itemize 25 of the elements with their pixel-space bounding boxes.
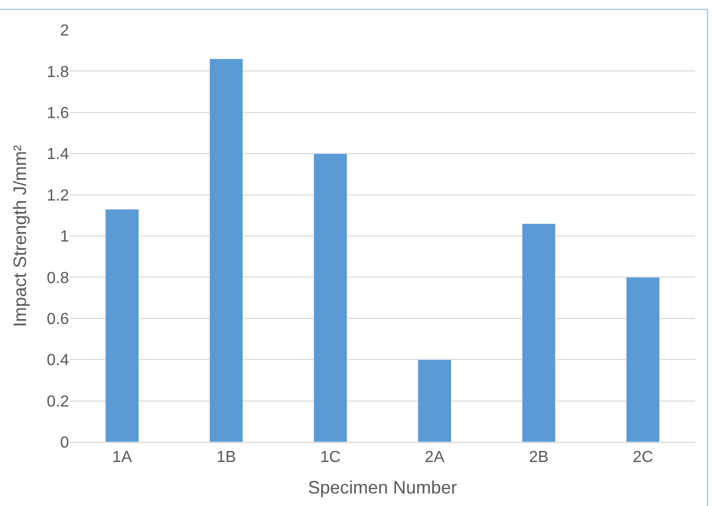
y-tick-label: 0.2 [46,393,70,410]
y-tick-label: 0.6 [46,311,70,328]
y-tick-label: 2 [60,22,70,40]
x-tick-label: 1A [112,449,132,466]
y-tick-label: 1.4 [46,146,70,164]
x-tick-label: 2B [528,449,549,466]
x-tick-label: 1C [320,449,341,466]
y-tick-label: 0 [60,434,70,452]
bar [314,153,348,442]
y-tick-label: 1.8 [46,64,70,81]
x-tick-label: 1B [216,449,236,466]
bar [209,58,244,442]
y-axis-title: Impact Strength J/mm² [10,144,30,328]
y-tick-label: 1.2 [46,187,70,204]
y-tick-label: 0.4 [46,352,70,370]
y-tick-label: 0.8 [46,270,70,287]
bar [418,359,452,442]
bar [522,223,556,442]
bar [626,276,660,442]
bar [105,208,139,442]
y-tick-label: 1 [60,228,70,246]
x-tick-label: 2C [632,449,654,466]
x-tick-label: 2A [424,449,445,466]
y-tick-label: 1.6 [46,105,70,122]
x-axis-title: Specimen Number [308,477,458,498]
